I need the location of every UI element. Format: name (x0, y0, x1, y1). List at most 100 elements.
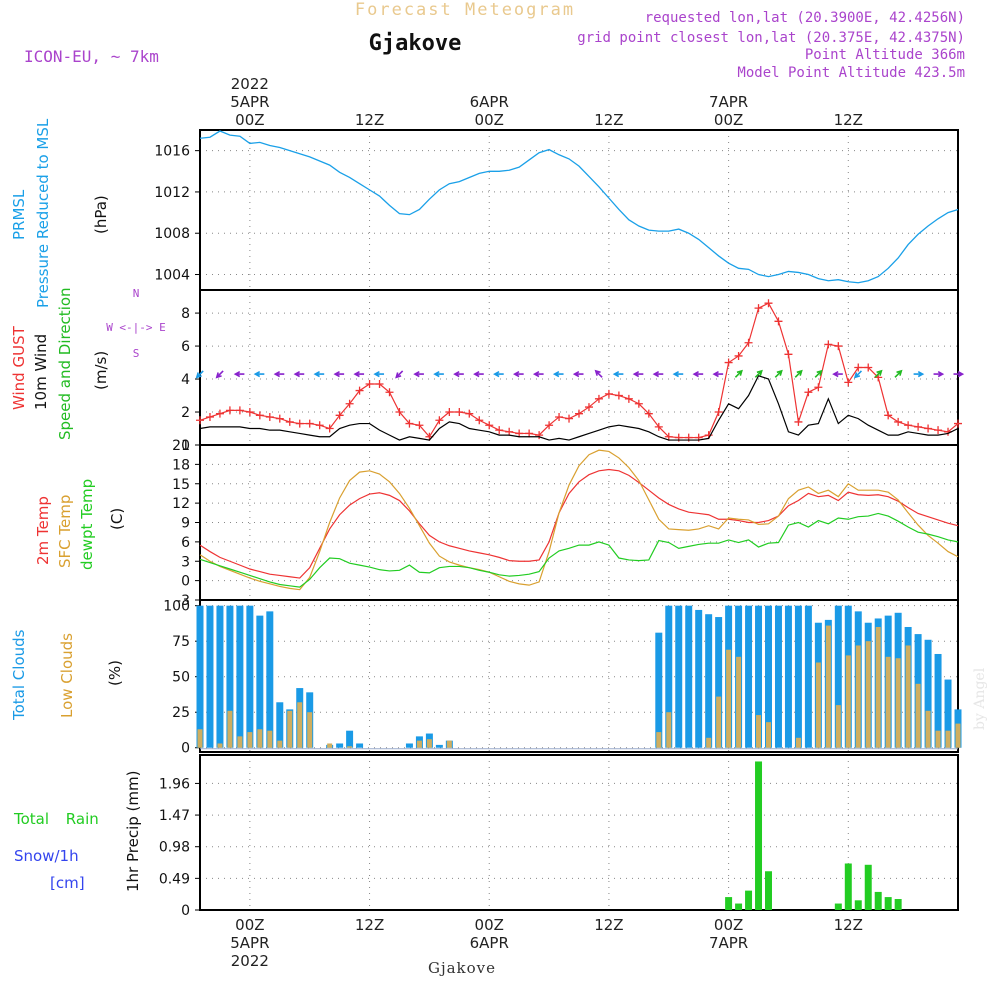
precip-frame (199, 754, 959, 911)
wind-gust-marker (924, 424, 933, 433)
temp-sfc-label: SFC Temp (56, 495, 74, 568)
wind-gust-marker (654, 422, 663, 431)
wind-gust-marker (445, 408, 454, 417)
wind-gust-marker (594, 394, 603, 403)
top-time-label: 00Z (714, 111, 743, 129)
wind-direction-arrow (493, 370, 504, 378)
total-rain-label: Total Rain (13, 810, 99, 828)
low-clouds-bar (925, 710, 931, 748)
wind-compass-ew: W <-|-> E (106, 321, 166, 334)
low-clouds-bar (297, 702, 303, 748)
wind-gust-marker (535, 431, 544, 440)
wind-gust-marker (545, 421, 554, 430)
low-clouds-bar (756, 715, 762, 748)
low-clouds-bar (855, 645, 861, 748)
temp-ytick-label: 21 (172, 438, 190, 454)
wind-gust-marker (475, 416, 484, 425)
low-clouds-bar (217, 743, 223, 748)
wind-unit: (m/s) (92, 351, 110, 390)
wind-direction-arrow (933, 370, 945, 378)
low-clouds-bar (865, 641, 871, 748)
low-clouds-bar (277, 740, 283, 748)
wind-direction-arrow (353, 370, 365, 378)
clouds-unit: (%) (106, 660, 124, 686)
low-clouds-bar (716, 696, 722, 748)
temp-ytick-label: -3 (176, 593, 190, 609)
wind-gust-marker (884, 411, 893, 420)
rain-bar (765, 871, 772, 910)
wind-gust-marker (265, 412, 274, 421)
low-clouds-bar (656, 732, 662, 748)
wind-direction-arrow (632, 370, 644, 378)
model-label: ICON-EU, ~ 7km (24, 47, 159, 66)
wind-panel: 0 2 4 6 8 (181, 289, 965, 454)
precip-panel: 0 0.49 0.98 1.47 1.96 (159, 754, 959, 919)
rain-bar (834, 903, 842, 910)
total-clouds-bar (346, 730, 354, 748)
wind-ytick-label: 4 (181, 372, 190, 388)
point-altitude: Point Altitude 366m (805, 47, 965, 63)
low-clouds-bar (766, 722, 771, 748)
total-clouds-bar (435, 744, 443, 748)
wind-gust-marker (255, 411, 264, 420)
wind-gust-marker (325, 424, 334, 433)
wind-gust-marker (245, 408, 254, 417)
top-time-label: 5APR (230, 93, 269, 111)
wind-gust-marker (604, 389, 613, 398)
wind-gust-marker (864, 363, 873, 372)
low-clouds-bar (257, 729, 263, 748)
wind-direction-arrow (814, 369, 823, 378)
low-clouds-bar (935, 730, 941, 748)
wind-direction-arrow (652, 370, 664, 378)
temperature-panel: -3 0 3 6 9 12 15 18 21 (172, 438, 959, 609)
wind-gust-marker (455, 408, 464, 417)
total-clouds-bar (944, 679, 952, 748)
total-clouds-bar (924, 639, 932, 748)
rain-bar (735, 903, 743, 910)
low-clouds-bar (945, 730, 951, 748)
total-clouds-bar (774, 605, 782, 748)
pressure-unit: (hPa) (92, 195, 110, 234)
wind-gust-marker (894, 417, 903, 426)
wind-direction-arrow (333, 370, 345, 378)
precip-ytick-label: 0.98 (159, 840, 190, 856)
low-clouds-bar (327, 743, 333, 748)
wind-direction-arrow (433, 370, 444, 378)
rain-bar (725, 897, 733, 910)
temp-ytick-label: 0 (181, 574, 190, 590)
wind-gust-marker (435, 416, 444, 425)
total-clouds-bar (655, 632, 663, 748)
clouds-ytick-label: 0 (181, 741, 190, 757)
low-clouds-bar (845, 655, 851, 748)
low-clouds-bar (267, 730, 273, 748)
wind-direction-arrow (233, 370, 245, 378)
total-clouds-bar (934, 653, 942, 748)
temp-ytick-label: 3 (181, 554, 190, 570)
top-time-label: 6APR (470, 93, 509, 111)
low-clouds-bar (885, 656, 891, 748)
wind-10m-label: 10m Wind (32, 334, 50, 410)
wind-gust-marker (624, 394, 633, 403)
wind-direction-arrow (774, 369, 783, 378)
clouds-ytick-label: 100 (163, 599, 190, 615)
wind-gust-marker (734, 351, 743, 360)
total-clouds-bar (804, 605, 812, 748)
wind-direction-arrow (734, 369, 743, 378)
wind-gust-marker (285, 417, 294, 426)
total-clouds-bar (256, 615, 264, 748)
wind-gust-marker (345, 399, 354, 408)
low-clouds-label: Low Clouds (58, 633, 76, 718)
precip-ytick-label: 1.47 (159, 808, 190, 824)
wind-direction-arrow (594, 369, 603, 378)
low-clouds-bar (287, 710, 293, 748)
total-clouds-bar (745, 605, 753, 748)
wind-gust-marker (724, 358, 733, 367)
wind-gust-marker (854, 363, 863, 372)
temp-ytick-label: 15 (172, 477, 190, 493)
wind-gust-marker (584, 403, 593, 412)
wind-gust-marker (954, 419, 962, 428)
low-clouds-bar (237, 736, 243, 748)
pressure-ytick-label: 1012 (154, 185, 190, 201)
total-clouds-bar (196, 605, 204, 748)
wind-gust-marker (794, 417, 803, 426)
